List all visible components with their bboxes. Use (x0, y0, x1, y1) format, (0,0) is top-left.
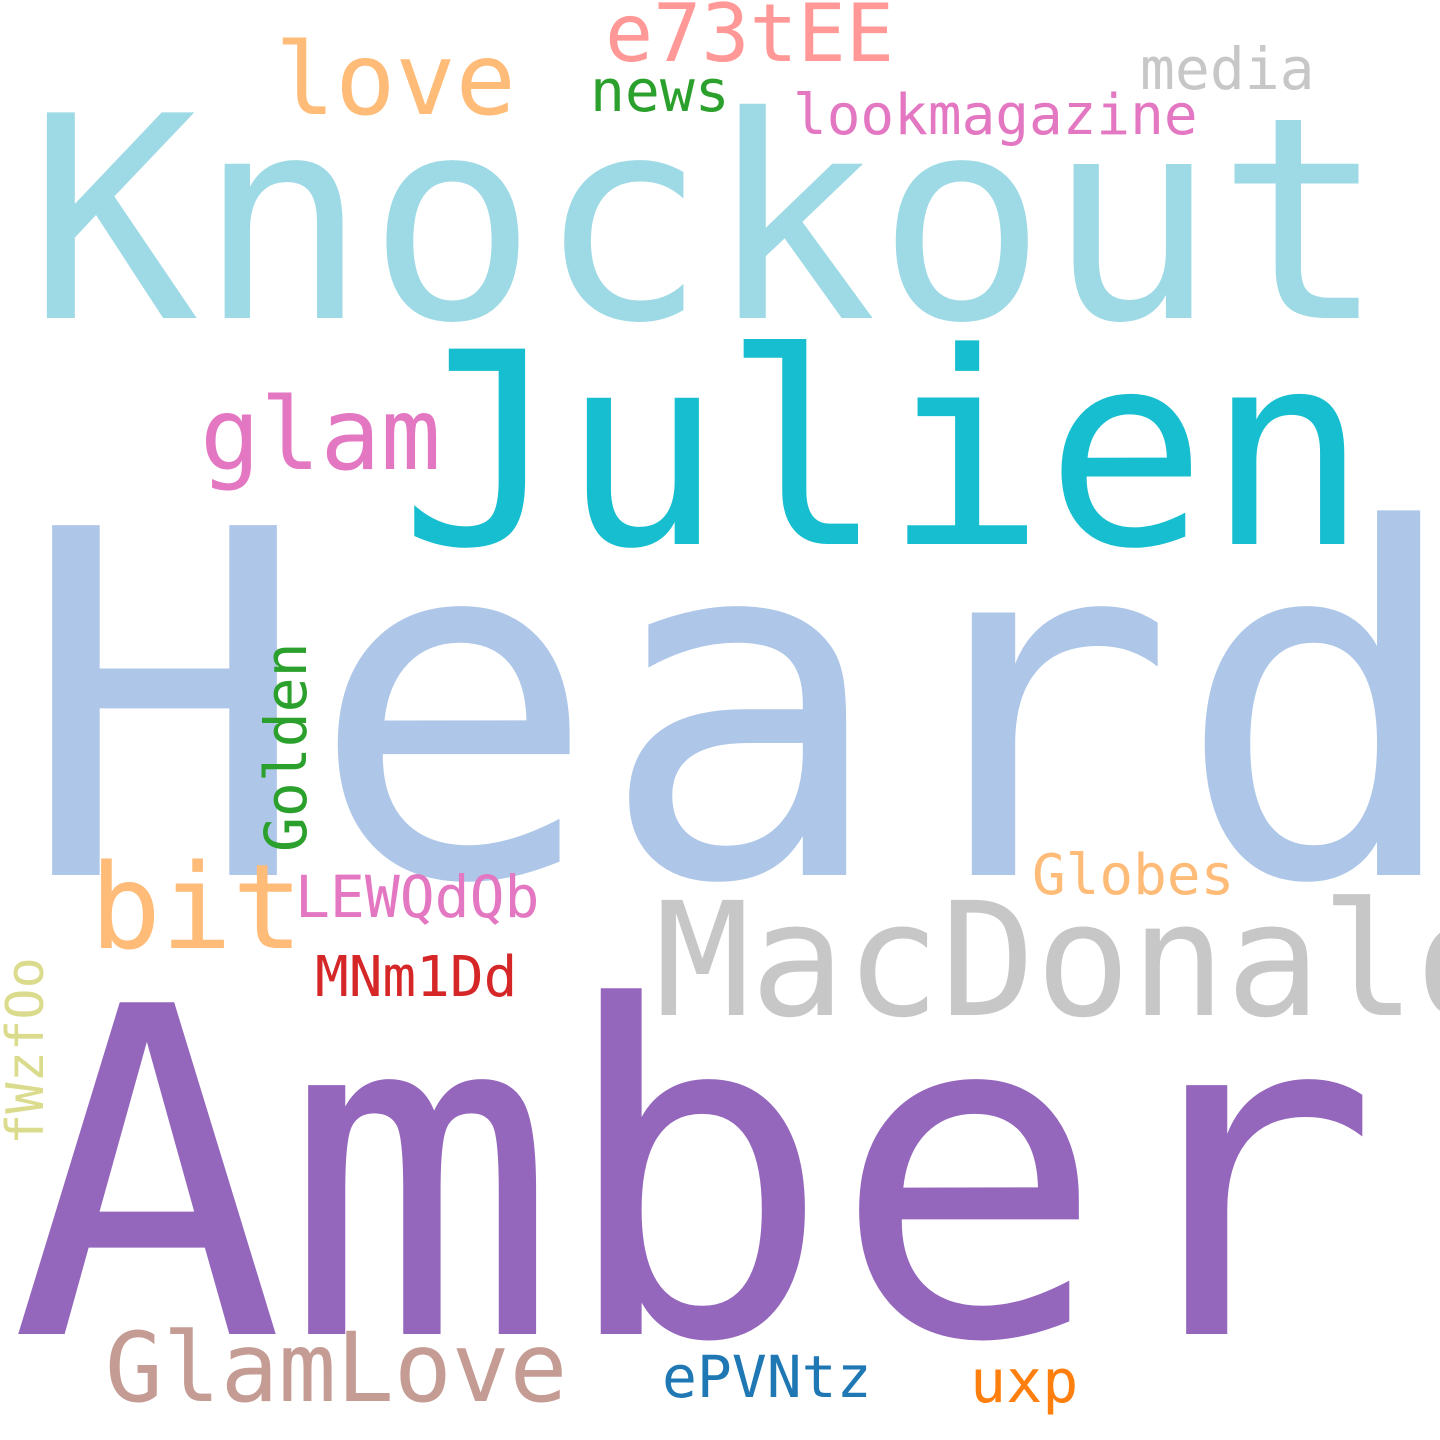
word-heard: Heard (20, 430, 1440, 989)
word-news: news (590, 57, 730, 125)
word-glamlove: GlamLove (105, 1312, 568, 1424)
word-mnm1dd: MNm1Dd (315, 945, 518, 1010)
word-golden: Golden (252, 642, 320, 852)
word-love: love (275, 21, 516, 138)
word-glam: glam (200, 376, 441, 493)
word-knockout: Knockout (28, 56, 1387, 385)
word-macdonald: MacDonald (655, 869, 1440, 1053)
word-bit: bit (90, 838, 304, 976)
word-globes: Globes (1032, 843, 1235, 908)
word-epvntz: ePVNtz (662, 1343, 872, 1411)
word-lewqdqb: LEWQdQb (295, 863, 540, 931)
word-julien: Julien (400, 296, 1369, 608)
word-media: media (1140, 35, 1315, 103)
word-amber: Amber (10, 913, 1380, 1440)
word-uxp: uxp (970, 1347, 1079, 1417)
word-e73tee: e73tEE (605, 0, 894, 80)
word-lookmagazine: lookmagazine (793, 83, 1198, 148)
word-fwzf0o: fWzfOo (0, 957, 56, 1145)
